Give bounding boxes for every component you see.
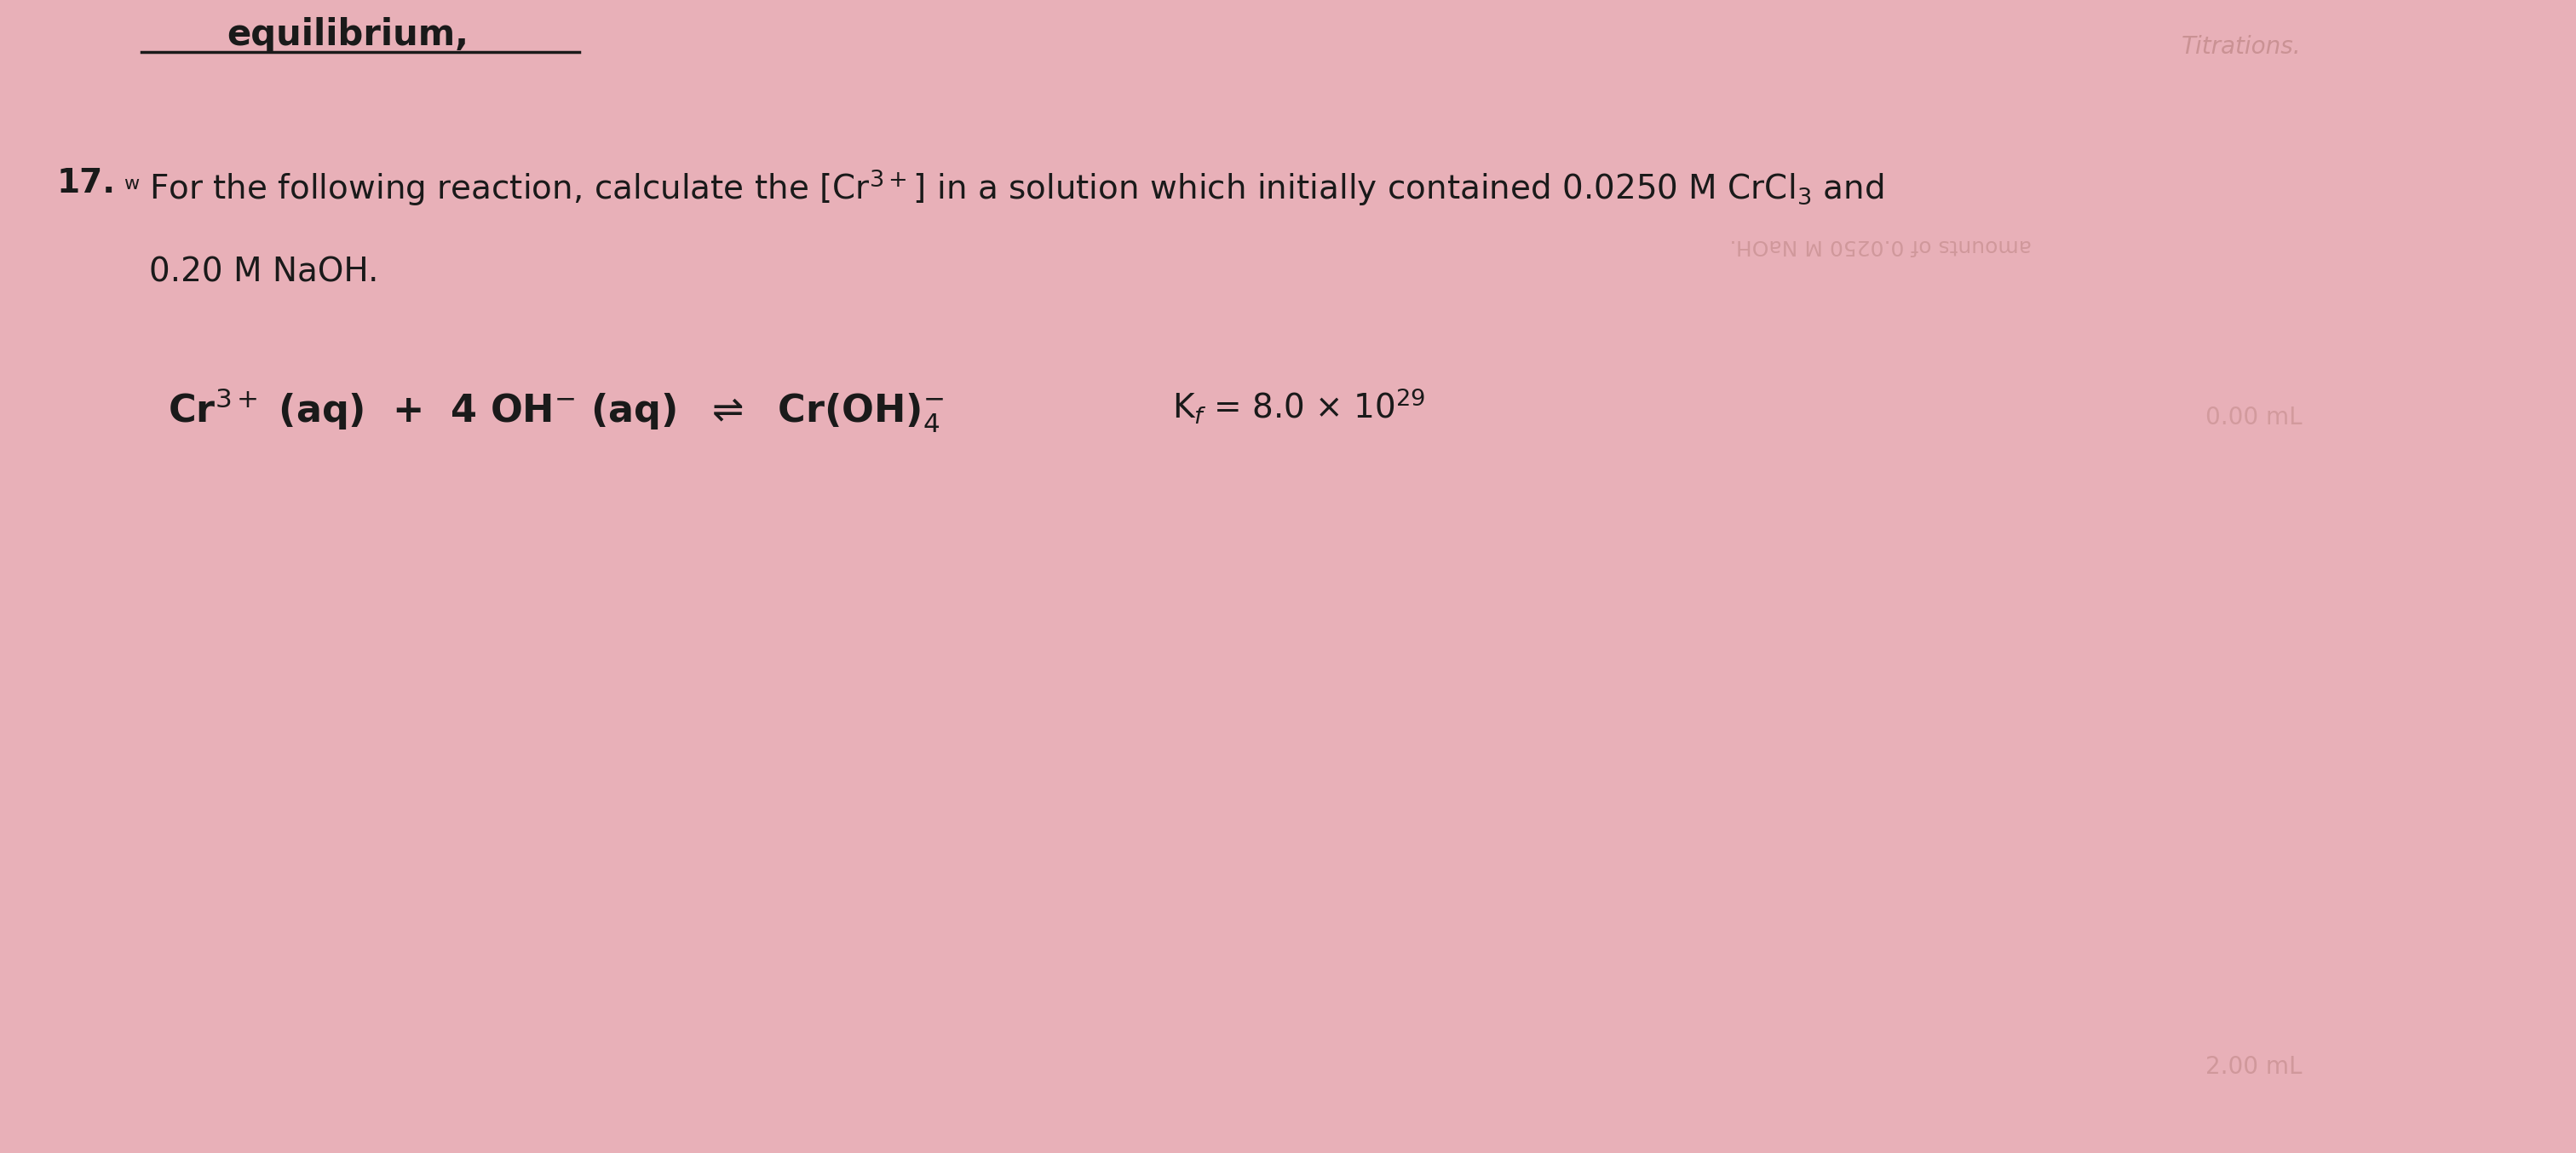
Text: 17.: 17. (57, 167, 116, 199)
Text: amounts of 0.0250 M NaOH.: amounts of 0.0250 M NaOH. (1728, 235, 2032, 256)
Text: 2.00 mL: 2.00 mL (2205, 1055, 2303, 1079)
Text: equilibrium,: equilibrium, (227, 17, 469, 53)
Text: K$_f$ = 8.0 $\times$ 10$^{29}$: K$_f$ = 8.0 $\times$ 10$^{29}$ (1172, 386, 1425, 425)
Text: For the following reaction, calculate the [Cr$^{3+}$] in a solution which initia: For the following reaction, calculate th… (149, 167, 1883, 208)
Text: Cr$^{3+}$ (aq)  +  4 OH$^{-}$ (aq)  $\rightleftharpoons$  Cr(OH)$_4^{-}$: Cr$^{3+}$ (aq) + 4 OH$^{-}$ (aq) $\right… (167, 386, 943, 435)
Text: 0.00 mL: 0.00 mL (2205, 406, 2303, 430)
Text: w: w (124, 175, 139, 193)
Text: Titrations.: Titrations. (2182, 35, 2300, 59)
Text: 0.20 M NaOH.: 0.20 M NaOH. (149, 256, 379, 288)
